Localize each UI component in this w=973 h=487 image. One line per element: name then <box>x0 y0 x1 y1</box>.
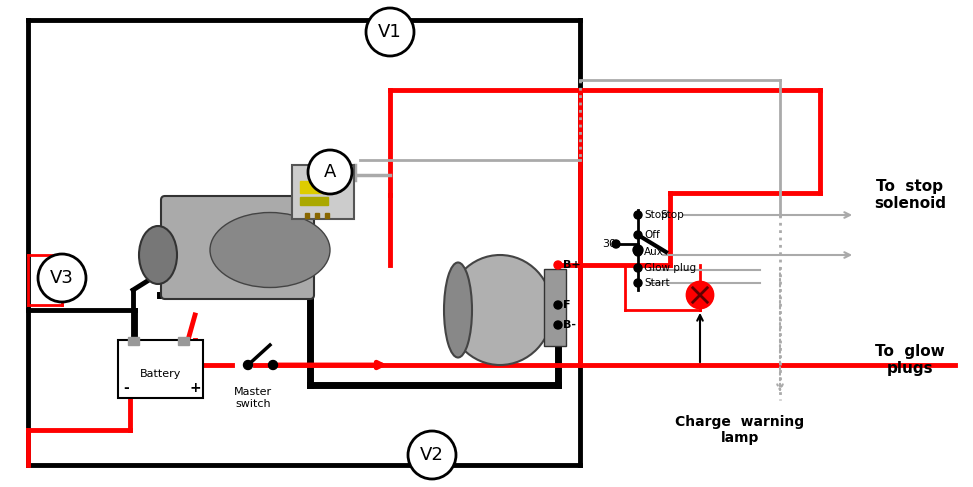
Circle shape <box>38 254 86 302</box>
Circle shape <box>554 321 562 329</box>
Text: A: A <box>324 163 337 181</box>
Text: Start: Start <box>644 278 669 288</box>
Text: Glow plug: Glow plug <box>644 263 696 273</box>
FancyBboxPatch shape <box>118 340 203 398</box>
Bar <box>300 197 328 205</box>
Circle shape <box>554 261 562 269</box>
Text: B+: B+ <box>563 260 581 270</box>
Text: +: + <box>189 381 200 395</box>
Ellipse shape <box>448 255 553 365</box>
Circle shape <box>634 231 642 239</box>
Circle shape <box>308 150 352 194</box>
Bar <box>300 181 328 193</box>
FancyBboxPatch shape <box>161 196 314 299</box>
Text: -: - <box>124 381 128 395</box>
Text: Stop: Stop <box>660 210 684 220</box>
Text: F: F <box>563 300 570 310</box>
Ellipse shape <box>139 226 177 284</box>
Text: Battery: Battery <box>140 369 181 379</box>
Bar <box>305 213 309 218</box>
Text: B-: B- <box>563 320 576 330</box>
Circle shape <box>634 248 642 256</box>
Circle shape <box>634 211 642 219</box>
Text: 30: 30 <box>602 239 616 249</box>
Circle shape <box>633 245 643 255</box>
FancyBboxPatch shape <box>544 269 566 346</box>
Circle shape <box>634 279 642 287</box>
Bar <box>325 213 329 218</box>
Text: Off: Off <box>644 230 660 240</box>
Circle shape <box>554 301 562 309</box>
Text: V3: V3 <box>50 269 74 287</box>
Bar <box>315 213 319 218</box>
Bar <box>178 337 189 345</box>
Bar <box>128 337 139 345</box>
Circle shape <box>366 8 414 56</box>
Circle shape <box>634 264 642 272</box>
Text: Master
switch: Master switch <box>234 387 272 409</box>
Text: To  stop
solenoid: To stop solenoid <box>874 179 946 211</box>
Circle shape <box>408 431 456 479</box>
Text: V1: V1 <box>378 23 402 41</box>
Text: Stop: Stop <box>644 210 667 220</box>
Text: V2: V2 <box>420 446 444 464</box>
Ellipse shape <box>210 212 330 287</box>
FancyBboxPatch shape <box>292 165 354 219</box>
Circle shape <box>269 360 277 370</box>
Text: Aux: Aux <box>644 247 664 257</box>
Circle shape <box>612 240 620 248</box>
Text: Charge  warning
lamp: Charge warning lamp <box>675 415 805 445</box>
Circle shape <box>687 282 713 308</box>
Circle shape <box>243 360 253 370</box>
Text: To  glow
plugs: To glow plugs <box>875 344 945 376</box>
Ellipse shape <box>444 262 472 357</box>
